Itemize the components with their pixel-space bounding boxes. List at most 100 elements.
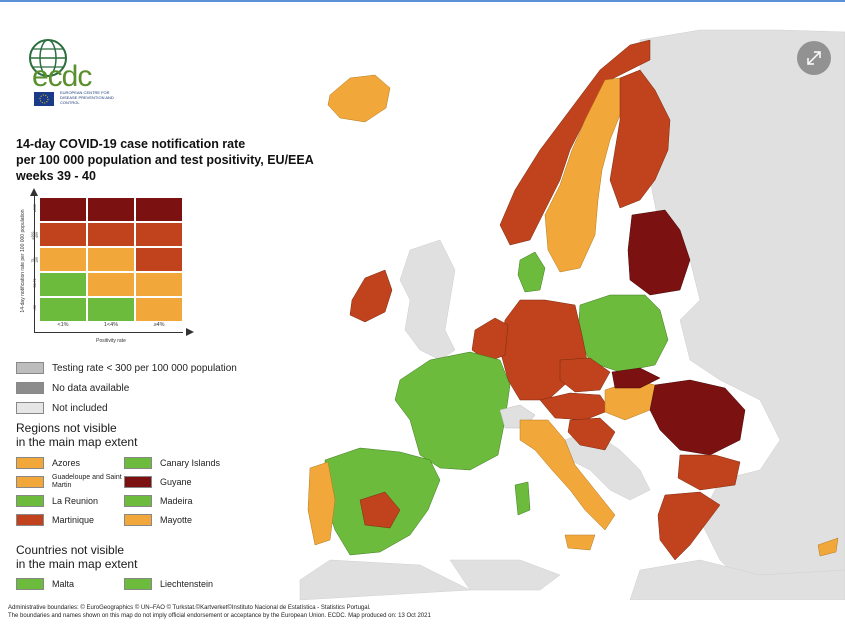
matrix-cell — [40, 248, 86, 271]
map-title: 14-day COVID-19 case notification rate p… — [16, 136, 336, 184]
region-legend-item: Azores — [16, 456, 80, 470]
sicily — [564, 534, 596, 551]
sweden — [544, 77, 623, 273]
title-line-1: 14-day COVID-19 case notification rate — [16, 137, 246, 151]
finland — [609, 69, 671, 209]
legend-swatch — [124, 476, 152, 488]
legend-label: Madeira — [160, 496, 193, 506]
matrix-y-label: 14-day notification rate per 100 000 pop… — [20, 209, 26, 313]
legend-swatch — [124, 457, 152, 469]
y-arrow-icon — [30, 188, 38, 196]
legend-label: La Reunion — [52, 496, 99, 506]
countries-title: Countries not visible in the main map ex… — [16, 543, 137, 571]
top-border — [0, 0, 845, 2]
legend-swatch — [124, 495, 152, 507]
ecdc-logo — [14, 34, 134, 114]
region-legend-item: Canary Islands — [124, 456, 220, 470]
regions-title: Regions not visible in the main map exte… — [16, 421, 137, 449]
legend-label: No data available — [52, 382, 130, 394]
legend-nodata: No data available — [16, 381, 129, 395]
bulgaria — [677, 454, 741, 491]
legend-label: Martinique — [52, 515, 95, 525]
matrix-axes — [34, 192, 183, 333]
czechia — [559, 357, 611, 393]
baltics — [627, 209, 691, 296]
globe-logo-icon — [29, 39, 67, 77]
legend-label: Azores — [52, 458, 81, 468]
x-tick: ≥4% — [153, 322, 165, 328]
matrix-cell — [136, 298, 182, 321]
footer: Administrative boundaries: © EuroGeograp… — [8, 604, 838, 620]
norway — [499, 39, 651, 246]
non-included-land — [299, 29, 845, 600]
y-tick: 75-199 — [31, 257, 39, 263]
matrix-cell — [88, 248, 134, 271]
region-legend-item: Madeira — [124, 494, 193, 508]
footer-line-1: Administrative boundaries: © EuroGeograp… — [8, 605, 371, 611]
logo-subtitle: EUROPEAN CENTRE FOR DISEASE PREVENTION A… — [60, 90, 114, 105]
europe-map — [299, 29, 845, 600]
legend-swatch — [16, 402, 44, 414]
x-tick: <1% — [57, 322, 69, 328]
country-legend-item: Malta — [16, 577, 74, 591]
regions-title-line: in the main map extent — [16, 435, 138, 449]
legend-swatch — [124, 578, 152, 590]
legend-swatch — [16, 578, 44, 590]
legend-panel: ecdc EUROPEAN CENTRE FOR DISEASE PREVENT… — [0, 0, 314, 600]
sardinia — [514, 481, 531, 516]
france — [394, 351, 511, 471]
matrix-cell — [40, 223, 86, 246]
legend-label: Canary Islands — [160, 458, 221, 468]
matrix-y-ticks: ≥500 ≥200-499 75-199 50-74 <50 — [30, 198, 40, 322]
croatia — [567, 417, 616, 451]
matrix-cell — [136, 198, 182, 221]
regions-title-line: Regions not visible — [16, 421, 117, 435]
ireland — [349, 269, 393, 323]
portugal — [307, 461, 336, 546]
matrix-x-label: Positivity rate — [96, 338, 126, 344]
italy — [519, 419, 616, 531]
region-legend-item: Martinique — [16, 513, 94, 527]
expand-button[interactable] — [797, 41, 831, 75]
footer-line-2: The boundaries and names shown on this m… — [8, 613, 431, 619]
y-tick: <50 — [33, 305, 37, 311]
title-line-3: weeks 39 - 40 — [16, 169, 96, 183]
matrix-cell — [40, 298, 86, 321]
region-legend-item: La Reunion — [16, 494, 98, 508]
country-legend-item: Liechtenstein — [124, 577, 213, 591]
legend-swatch — [16, 514, 44, 526]
matrix-cell — [40, 198, 86, 221]
y-tick: ≥200-499 — [31, 230, 39, 240]
spain-madrid — [359, 491, 401, 529]
countries-title-line: Countries not visible — [16, 543, 125, 557]
romania — [649, 379, 746, 456]
title-line-2: per 100 000 population and test positivi… — [16, 153, 314, 167]
eu-flag-icon — [34, 92, 54, 106]
matrix-cell — [136, 248, 182, 271]
cyprus — [817, 537, 839, 557]
logo-text: ecdc — [32, 60, 92, 93]
matrix-cell — [136, 273, 182, 296]
legend-swatch — [16, 382, 44, 394]
greece — [657, 491, 721, 561]
legend-label: Malta — [52, 579, 75, 589]
legend-label: Guadeloupe and Saint Martin — [52, 474, 122, 489]
matrix-cell — [136, 223, 182, 246]
expand-arrows-icon — [807, 51, 821, 65]
legend-label: Guyane — [160, 477, 192, 487]
legend-swatch — [124, 514, 152, 526]
slovakia — [611, 367, 661, 389]
legend-label: Not included — [52, 402, 108, 414]
matrix-x-ticks: <1% 1<4% ≥4% — [40, 322, 182, 332]
benelux — [471, 317, 509, 363]
matrix-cell — [88, 298, 134, 321]
region-legend-item: Guyane — [124, 475, 192, 489]
y-tick: 50-74 — [33, 278, 37, 288]
legend-label: Mayotte — [160, 515, 193, 525]
x-tick: 1<4% — [103, 322, 119, 328]
legend-swatch — [16, 362, 44, 374]
y-tick: ≥500 — [33, 204, 37, 212]
legend-testing: Testing rate < 300 per 100 000 populatio… — [16, 361, 237, 375]
matrix-cell — [40, 273, 86, 296]
region-legend-item: Mayotte — [124, 513, 192, 527]
